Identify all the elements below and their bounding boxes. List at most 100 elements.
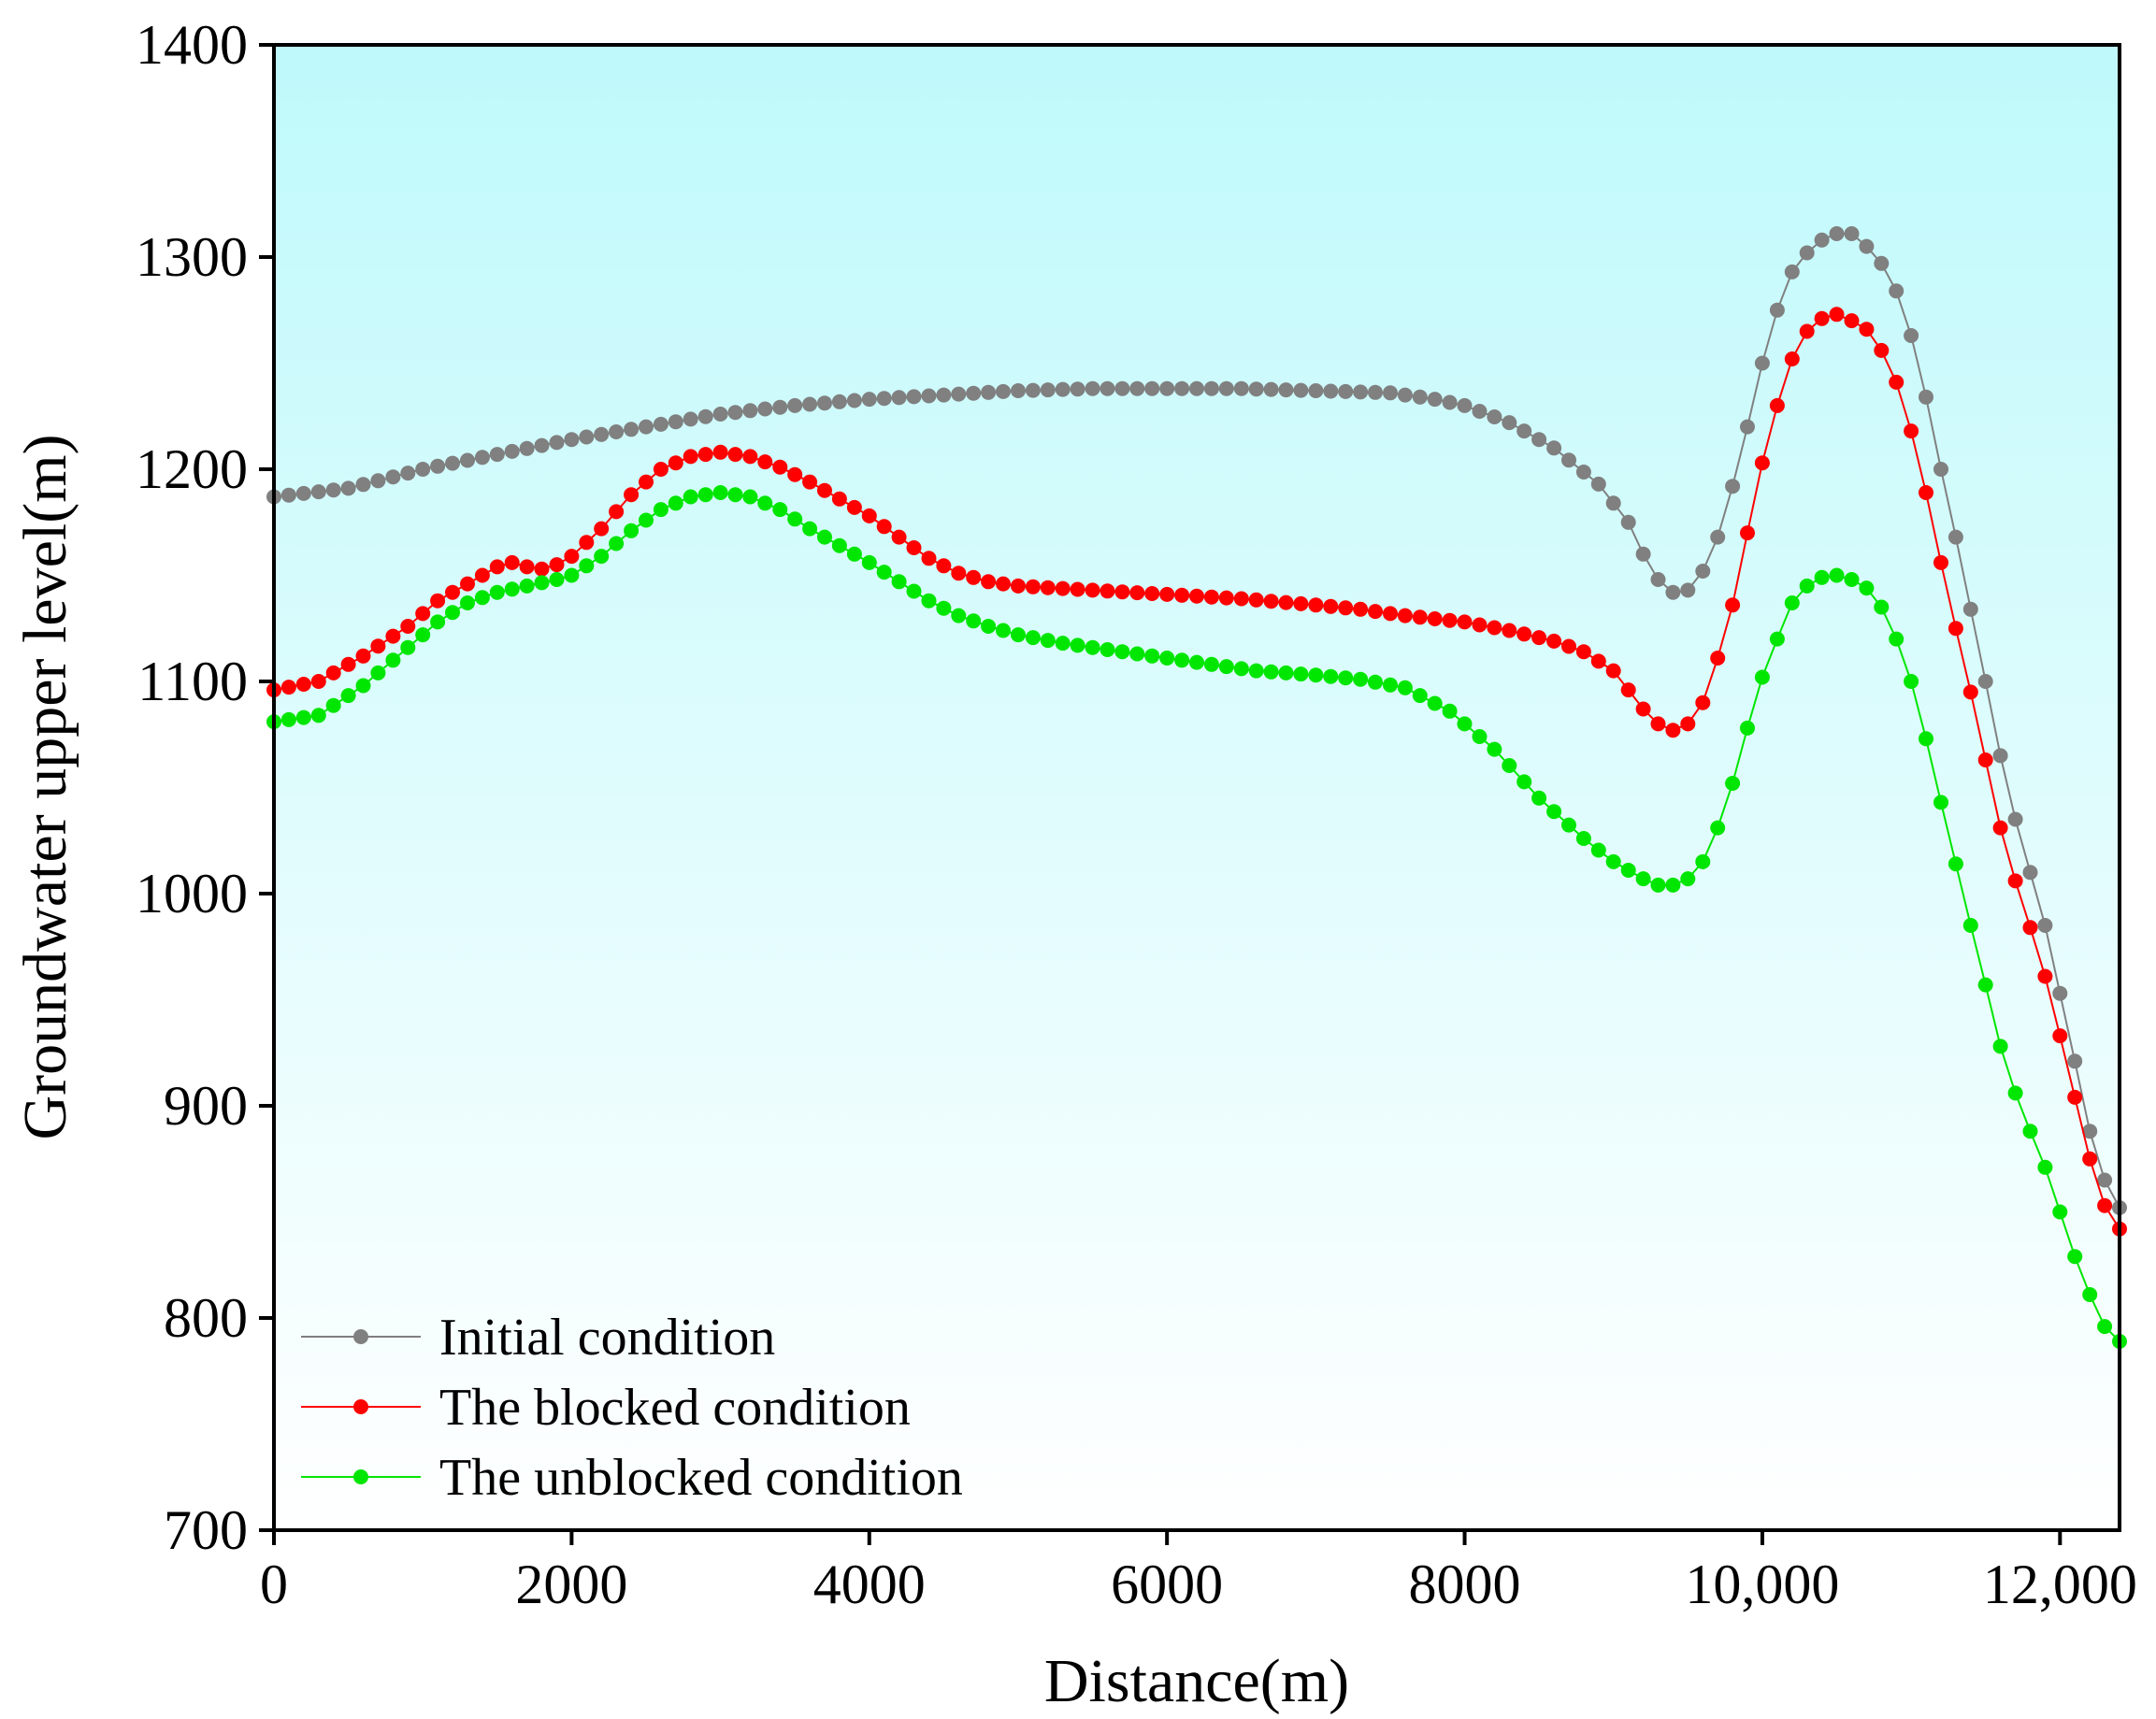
data-point (1174, 380, 1190, 396)
data-point (1323, 598, 1339, 614)
data-point (1992, 1039, 2008, 1054)
data-point (2067, 1249, 2083, 1265)
data-point (1620, 682, 1636, 698)
data-point (1397, 608, 1413, 623)
data-point (2052, 1028, 2068, 1044)
data-point (1531, 432, 1547, 448)
data-point (445, 455, 460, 471)
data-point (846, 393, 862, 408)
data-point (2052, 1204, 2068, 1220)
data-point (1680, 871, 1696, 887)
data-point (831, 537, 847, 553)
data-point (1189, 588, 1204, 604)
data-point (1472, 617, 1488, 633)
data-point (385, 652, 401, 668)
data-point (1308, 383, 1324, 398)
data-point (340, 480, 356, 496)
plot-background (274, 45, 2120, 1530)
data-point (1635, 871, 1651, 887)
data-point (1977, 674, 1993, 689)
data-point (370, 638, 386, 654)
data-point (415, 462, 431, 477)
data-point (1189, 654, 1204, 670)
data-point (1218, 590, 1234, 606)
data-point (757, 454, 773, 470)
data-point (1680, 582, 1696, 598)
data-point (831, 394, 847, 409)
data-point (310, 484, 326, 500)
data-point (1233, 661, 1249, 677)
data-point (489, 559, 505, 575)
data-point (1040, 633, 1056, 649)
data-point (1725, 597, 1741, 613)
data-point (906, 583, 922, 599)
data-point (1531, 630, 1547, 646)
data-point (787, 466, 803, 482)
data-point (668, 455, 683, 471)
data-point (787, 511, 803, 527)
data-point (1754, 669, 1770, 685)
data-point (1874, 255, 1890, 271)
data-point (385, 628, 401, 644)
data-point (460, 595, 475, 610)
data-point (951, 386, 967, 402)
data-point (668, 495, 683, 511)
data-point (1174, 587, 1190, 603)
data-point (400, 639, 416, 655)
data-point (280, 680, 296, 695)
data-point (1948, 856, 1963, 872)
data-point (802, 474, 818, 490)
data-point (817, 529, 832, 545)
legend: Initial condition The blocked condition … (301, 1309, 963, 1507)
data-point (2007, 1085, 2023, 1101)
data-point (2067, 1089, 2083, 1105)
data-point (1650, 716, 1666, 732)
data-point (1650, 572, 1666, 587)
data-point (742, 449, 758, 465)
data-point (921, 551, 937, 566)
data-point (460, 576, 475, 592)
data-point (1293, 382, 1309, 398)
data-point (639, 419, 654, 435)
data-point (891, 574, 907, 590)
data-point (579, 429, 595, 445)
data-point (1383, 606, 1398, 622)
data-point (1962, 918, 1978, 933)
data-point (876, 565, 892, 580)
data-point (1889, 374, 1904, 390)
data-point (594, 549, 610, 565)
data-point (1620, 514, 1636, 530)
data-point (683, 411, 698, 427)
data-point (1100, 642, 1115, 657)
data-point (1799, 323, 1815, 339)
data-point (1487, 741, 1502, 757)
data-point (2097, 1172, 2113, 1188)
data-point (772, 459, 788, 475)
data-point (1948, 621, 1963, 637)
data-point (1263, 664, 1279, 680)
data-point (2082, 1124, 2098, 1139)
data-point (1457, 614, 1473, 630)
data-point (2037, 968, 2053, 984)
data-point (430, 614, 446, 630)
data-point (1129, 585, 1145, 601)
data-point (1323, 383, 1339, 399)
data-point (1278, 594, 1294, 610)
data-point (906, 540, 922, 555)
data-point (742, 489, 758, 505)
data-point (1011, 383, 1026, 398)
x-axis-title: Distance(m) (1044, 1647, 1349, 1715)
data-point (1919, 389, 1933, 405)
data-point (1040, 382, 1056, 398)
data-point (876, 391, 892, 407)
data-point (1218, 380, 1234, 396)
data-point (1114, 644, 1130, 660)
data-point (861, 392, 877, 408)
data-point (653, 502, 668, 518)
data-point (355, 477, 371, 493)
data-point (1620, 863, 1636, 878)
data-point (564, 567, 580, 583)
data-point (817, 482, 832, 498)
data-point (1919, 485, 1933, 500)
data-point (1516, 423, 1532, 439)
